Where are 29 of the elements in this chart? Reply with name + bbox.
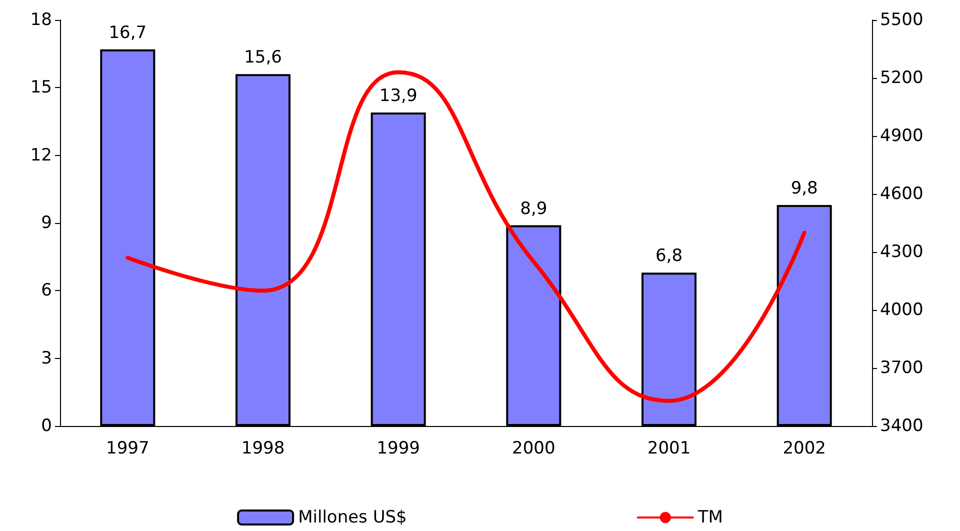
x-tick-label: 2002 [782, 438, 826, 458]
data-label: 6,8 [655, 246, 683, 266]
y-tick-label: 15 [30, 78, 52, 98]
y-tick-label: 18 [30, 10, 52, 30]
y2-tick-label: 3700 [880, 358, 924, 378]
y2-tick-label: 3400 [880, 416, 924, 436]
y-tick-label: 3 [41, 348, 52, 368]
data-label: 9,8 [790, 178, 818, 198]
data-label: 8,9 [520, 198, 548, 219]
x-tick-label: 1998 [241, 438, 285, 458]
y2-tick-label: 4900 [880, 126, 924, 146]
y-tick-label: 0 [41, 416, 52, 436]
x-tick-label: 2001 [647, 438, 691, 458]
x-tick-label: 2000 [512, 438, 556, 458]
x-tick-label: 1997 [106, 438, 150, 458]
y2-tick-label: 4600 [880, 184, 924, 204]
x-tick-label: 1999 [376, 438, 420, 458]
data-label: 13,9 [379, 86, 418, 106]
y-tick-label: 6 [41, 280, 52, 301]
y2-tick-label: 5200 [880, 68, 924, 88]
y2-tick-label: 4300 [880, 242, 924, 262]
data-label: 16,7 [108, 22, 147, 43]
y2-tick-label: 4000 [880, 300, 924, 320]
legend-label: Millones US$ [298, 508, 407, 528]
data-label: 15,6 [244, 48, 282, 68]
y-tick-label: 12 [30, 145, 52, 166]
legend-label: TM [696, 508, 723, 528]
y2-tick-label: 5500 [880, 10, 924, 30]
y-tick-label: 9 [41, 213, 52, 233]
